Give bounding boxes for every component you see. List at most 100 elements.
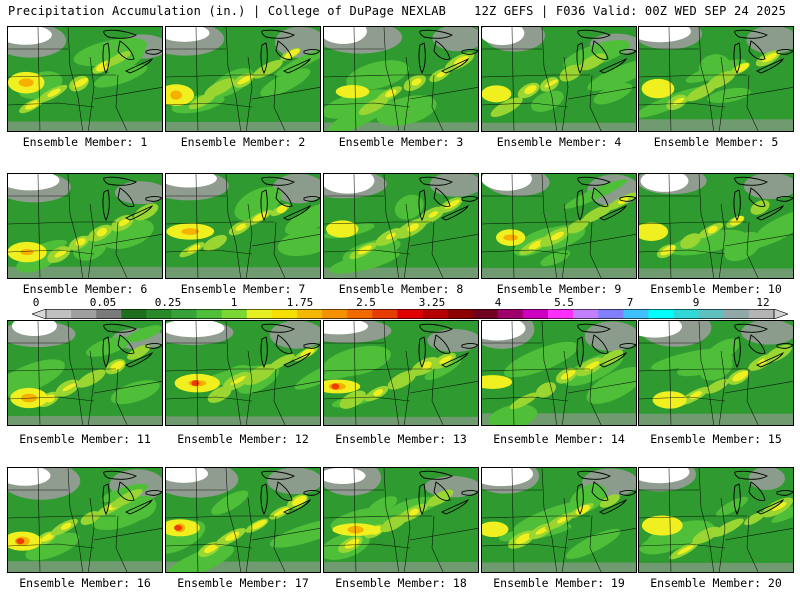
colorbar-swatch: [422, 309, 448, 319]
great-lakes-outline: [102, 176, 162, 222]
dry-area: [427, 329, 478, 353]
precip-area: [540, 250, 571, 267]
great-lakes-outline: [102, 323, 162, 369]
colorbar-tick-label: 4: [494, 296, 502, 309]
valid-time: 12Z GEFS | F036 Valid: 00Z WED SEP 24 20…: [474, 4, 786, 18]
precip-area: [80, 511, 101, 525]
precip-map: [639, 468, 793, 572]
colorbar-swatch: [673, 309, 699, 319]
ensemble-map-panel: [323, 173, 479, 279]
precip-map: [639, 321, 793, 425]
precip-area: [324, 345, 391, 377]
colorbar-tick-label: 0.05: [89, 296, 117, 309]
colorbar-swatch: [96, 309, 122, 319]
precip-area: [600, 349, 624, 365]
dry-area: [114, 181, 162, 205]
ensemble-map-panel: [7, 26, 163, 132]
dry-area: [584, 321, 636, 352]
precip-area: [723, 231, 762, 262]
dry-area: [166, 174, 217, 188]
precip-map: [324, 468, 478, 572]
precip-area: [273, 507, 290, 517]
ensemble-map-panel: [7, 173, 163, 279]
precip-area: [503, 234, 518, 241]
dry-area: [324, 27, 367, 44]
state-boundaries: [639, 174, 793, 278]
precip-area: [482, 521, 509, 538]
precip-area: [581, 204, 613, 224]
colorbar-right-arrow: [773, 309, 788, 319]
colorbar-tick-label: 5.5: [554, 296, 574, 309]
colorbar-tick-label: 0.25: [154, 296, 182, 309]
great-lakes-outline: [576, 323, 636, 369]
precip-area: [225, 531, 240, 542]
ensemble-map-panel: [323, 320, 479, 426]
precip-area: [482, 375, 513, 389]
precip-area: [181, 228, 200, 235]
colorbar-tick-label: 9: [692, 296, 700, 309]
great-lakes-outline: [260, 29, 320, 75]
precip-area: [531, 90, 564, 112]
dry-area: [324, 321, 368, 335]
state-boundaries: [482, 174, 636, 278]
ensemble-map-panel: [481, 467, 637, 573]
precip-area: [639, 533, 686, 555]
precip-area: [407, 223, 419, 232]
colorbar-swatch: [472, 309, 499, 319]
member-label: Ensemble Member: 15: [650, 432, 782, 446]
colorbar-swatch: [522, 309, 549, 319]
ensemble-map-panel: [165, 26, 321, 132]
precip-area: [54, 249, 67, 258]
colorbar-swatch: [598, 309, 624, 319]
precip-area: [16, 538, 25, 545]
precip-area: [237, 74, 253, 85]
precip-area: [235, 223, 248, 231]
great-lakes-outline: [418, 470, 478, 516]
precip-area: [252, 212, 268, 222]
colorbar-swatch: [623, 309, 649, 319]
precip-area: [18, 78, 34, 87]
precip-area: [652, 391, 687, 409]
precip-map: [166, 321, 320, 425]
precip-area: [641, 78, 675, 99]
precip-area: [339, 390, 366, 409]
precip-area: [513, 501, 585, 533]
colorbar-tick-label: 1: [230, 296, 238, 309]
great-lakes-outline: [102, 29, 162, 75]
precip-area: [436, 71, 447, 78]
precip-area: [76, 369, 106, 388]
member-label: Ensemble Member: 9: [496, 282, 622, 296]
precip-area: [439, 355, 453, 364]
dry-area: [8, 27, 52, 45]
precip-area: [96, 227, 108, 237]
precip-area: [668, 229, 746, 256]
precip-area: [191, 380, 200, 387]
precip-area: [408, 508, 419, 517]
dry-area: [743, 174, 793, 200]
great-lakes-outline: [576, 29, 636, 75]
colorbar-tick-label: 12: [756, 296, 770, 309]
precip-area: [127, 344, 151, 360]
precip-area: [641, 515, 683, 536]
precip-area: [762, 52, 778, 63]
dry-area: [166, 27, 210, 42]
state-boundaries: [482, 321, 636, 425]
state-boundaries: [8, 27, 162, 131]
precip-map: [166, 468, 320, 572]
colorbar-swatch: [497, 309, 524, 319]
colorbar-tick-label: 3.25: [418, 296, 446, 309]
dry-area: [741, 321, 793, 345]
ensemble-map-panel: [165, 467, 321, 573]
dry-area: [269, 321, 320, 349]
member-label: Ensemble Member: 11: [19, 432, 151, 446]
colorbar-swatch: [46, 309, 72, 319]
precip-area: [101, 483, 148, 503]
precip-area: [335, 85, 370, 99]
precip-area: [344, 538, 360, 549]
precip-area: [346, 60, 409, 90]
precip-area: [174, 524, 183, 531]
great-lakes-outline: [418, 29, 478, 75]
precip-area: [230, 375, 247, 385]
ensemble-map-panel: [481, 173, 637, 279]
ensemble-map-panel: [7, 320, 163, 426]
